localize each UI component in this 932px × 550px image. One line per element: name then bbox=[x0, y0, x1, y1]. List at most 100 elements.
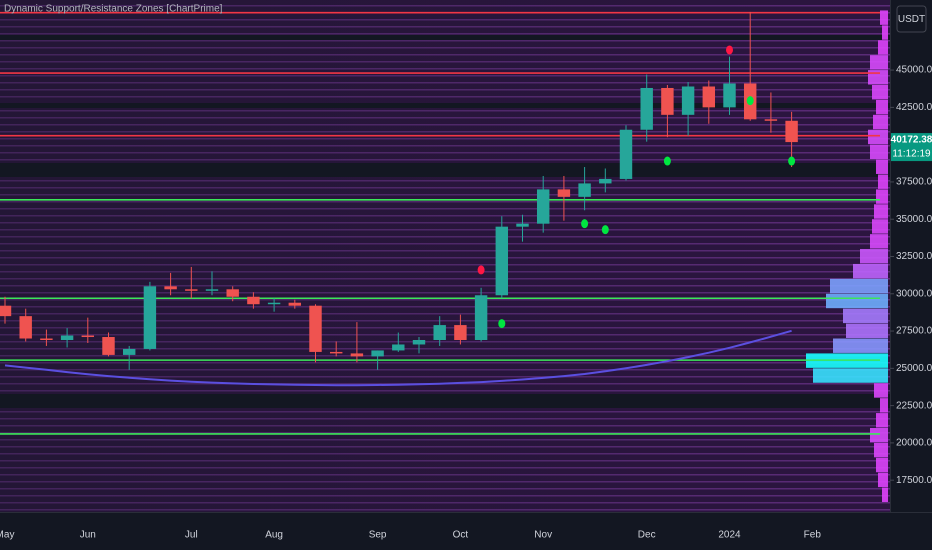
profile-bar bbox=[868, 129, 888, 145]
x-tick-label: Oct bbox=[453, 530, 469, 541]
x-tick-label: Jun bbox=[80, 530, 96, 541]
profile-bar bbox=[833, 338, 888, 353]
zone-shade bbox=[0, 0, 890, 512]
candle-body bbox=[454, 325, 467, 340]
zone-gap bbox=[0, 103, 890, 108]
profile-bar bbox=[874, 383, 888, 398]
candle-body bbox=[226, 289, 239, 297]
zone-gap bbox=[0, 163, 890, 177]
candle-body bbox=[619, 129, 633, 179]
candle-body bbox=[474, 295, 488, 340]
y-tick-label: 35000.00 bbox=[896, 214, 932, 225]
profile-bar bbox=[826, 293, 888, 309]
chart-title: Dynamic Support/Resistance Zones [ChartP… bbox=[4, 4, 223, 15]
candle-body bbox=[764, 119, 778, 121]
signal-dot bbox=[726, 45, 733, 55]
profile-bar bbox=[880, 398, 888, 413]
x-tick-label: May bbox=[0, 530, 14, 541]
candle-body bbox=[102, 337, 115, 355]
profile-bar bbox=[868, 70, 888, 85]
profile-bar bbox=[876, 189, 888, 204]
candle-body bbox=[288, 302, 302, 306]
candle-body bbox=[309, 305, 322, 352]
profile-bar bbox=[860, 249, 888, 264]
candle-body bbox=[785, 120, 798, 143]
signal-dot bbox=[663, 156, 671, 166]
axes: 17500.00 20000.00 22500.00 25000.00 27500.00… bbox=[0, 65, 932, 541]
y-tick-label: 25000.00 bbox=[896, 363, 932, 374]
x-tick-label: Nov bbox=[534, 530, 552, 541]
candle-body bbox=[60, 335, 74, 340]
y-tick-label: 22500.00 bbox=[896, 400, 932, 411]
candle-body bbox=[143, 286, 157, 349]
signal-dot bbox=[477, 265, 485, 275]
plot-area bbox=[0, 10, 888, 503]
currency-button[interactable] bbox=[896, 5, 927, 33]
x-tick-label: 2024 bbox=[718, 530, 741, 541]
candle-body bbox=[661, 87, 674, 115]
y-tick-label: 42500.00 bbox=[896, 102, 932, 113]
profile-bar bbox=[870, 144, 888, 160]
currency-label[interactable]: USDT bbox=[898, 14, 925, 25]
candle-body bbox=[19, 316, 32, 339]
x-tick-label: Aug bbox=[265, 530, 283, 541]
profile-bar bbox=[870, 55, 888, 70]
candle-body bbox=[329, 351, 343, 354]
zone-gap bbox=[0, 35, 890, 40]
candle-body bbox=[350, 353, 364, 357]
signal-dot bbox=[746, 96, 754, 106]
candle-body bbox=[371, 350, 384, 357]
candle-body bbox=[681, 86, 695, 115]
x-tick-label: Jul bbox=[185, 530, 198, 541]
y-tick-label: 20000.00 bbox=[896, 438, 932, 449]
profile-bar bbox=[878, 174, 888, 189]
x-tick-label: Feb bbox=[804, 530, 822, 541]
profile-bar bbox=[872, 85, 888, 100]
candle-body bbox=[81, 335, 95, 338]
candle-body bbox=[723, 83, 736, 108]
profile-bar bbox=[853, 263, 888, 279]
candle-body bbox=[40, 338, 53, 340]
x-tick-label: Sep bbox=[369, 530, 387, 541]
profile-bar bbox=[830, 278, 888, 294]
candle-body bbox=[185, 289, 198, 291]
candle-body bbox=[267, 302, 281, 305]
profile-bar bbox=[872, 219, 888, 234]
candle-body bbox=[702, 86, 716, 108]
profile-bar bbox=[873, 114, 888, 130]
candle-body bbox=[433, 325, 446, 340]
moving-average-line bbox=[4, 329, 792, 387]
candle-body bbox=[536, 189, 550, 224]
profile-bar bbox=[876, 159, 888, 174]
profile-bar bbox=[870, 427, 888, 443]
profile-bar bbox=[878, 40, 888, 55]
countdown-label: 11:12:19 bbox=[892, 149, 931, 160]
profile-bar bbox=[882, 487, 888, 503]
zone-gap bbox=[0, 394, 890, 408]
y-tick-label: 27500.00 bbox=[896, 326, 932, 337]
candle-body bbox=[578, 183, 591, 197]
candle-body bbox=[640, 87, 653, 130]
signal-dot bbox=[788, 156, 796, 166]
profile-bar bbox=[874, 442, 888, 458]
price-label: 40172.38 bbox=[891, 135, 932, 146]
candle-body bbox=[247, 296, 260, 305]
x-tick-label: Dec bbox=[638, 530, 656, 541]
candle-body bbox=[0, 305, 12, 317]
y-tick-label: 32500.00 bbox=[896, 251, 932, 262]
profile-bar bbox=[876, 457, 888, 473]
candle-body bbox=[412, 340, 426, 345]
y-tick-label: 30000.00 bbox=[896, 288, 932, 299]
candle-body bbox=[122, 348, 136, 355]
candle-body bbox=[495, 226, 509, 296]
profile-bar bbox=[878, 472, 888, 488]
signal-dot bbox=[581, 219, 589, 229]
y-tick-label: 45000.00 bbox=[896, 65, 932, 76]
candle-body bbox=[516, 223, 529, 227]
profile-bar bbox=[882, 25, 888, 40]
candle-body bbox=[599, 178, 612, 184]
y-tick-label: 17500.00 bbox=[896, 475, 932, 486]
profile-bar bbox=[813, 368, 888, 383]
